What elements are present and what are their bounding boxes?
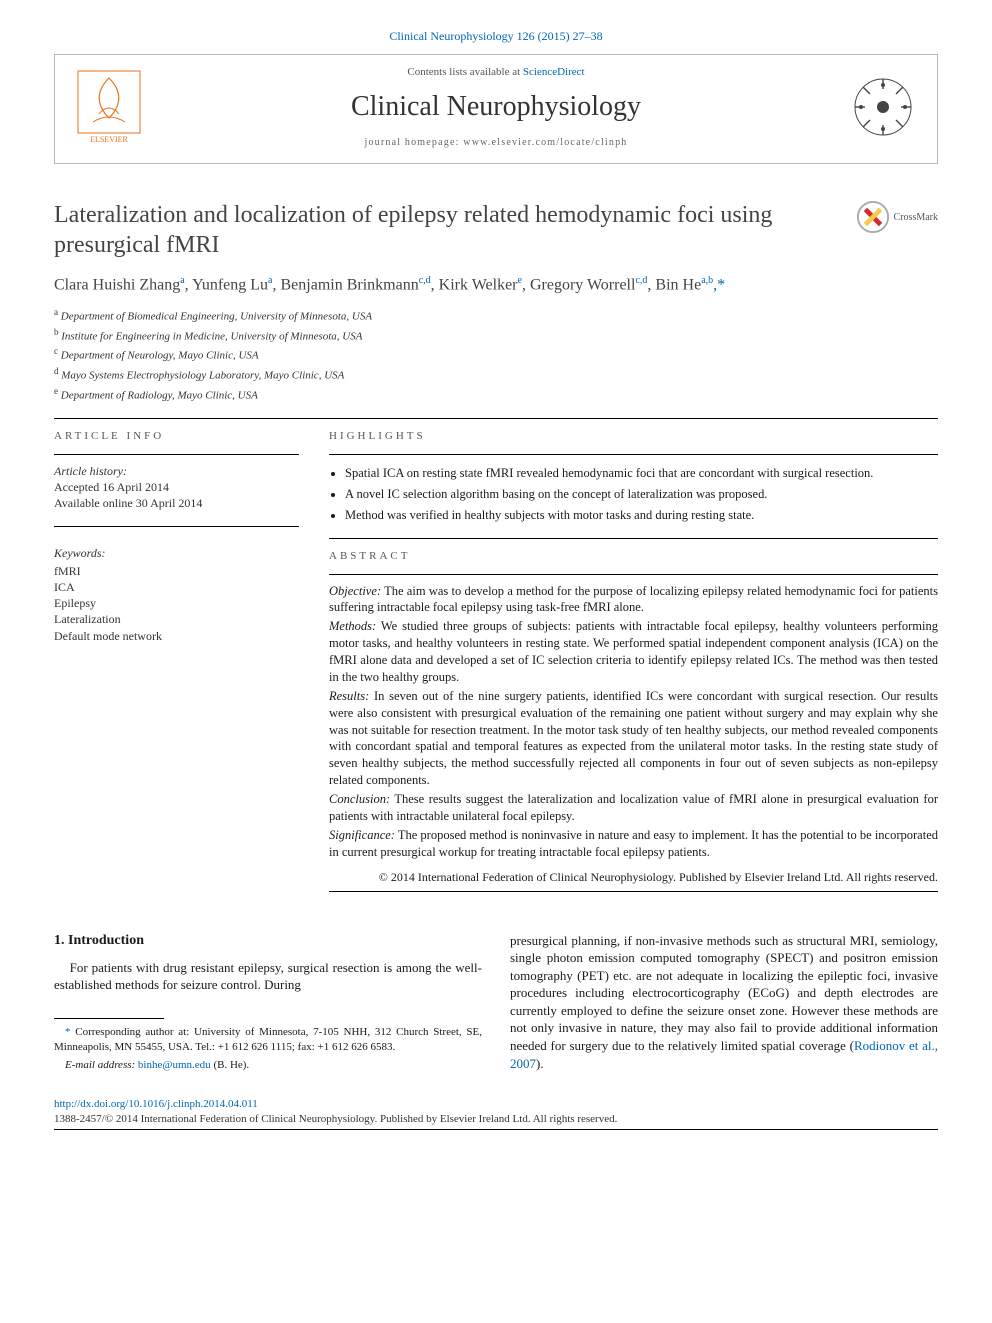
abstract-section: Methods: We studied three groups of subj… <box>329 618 938 686</box>
svg-text:ELSEVIER: ELSEVIER <box>90 135 128 144</box>
abstract-section: Conclusion: These results suggest the la… <box>329 791 938 825</box>
homepage-url: www.elsevier.com/locate/clinph <box>463 137 627 148</box>
abstract-section: Results: In seven out of the nine surger… <box>329 688 938 789</box>
section-rule-top <box>54 418 938 419</box>
publisher-logo-wrap: ELSEVIER <box>69 70 149 144</box>
intro-para-2: presurgical planning, if non-invasive me… <box>510 932 938 1072</box>
article-info-heading: ARTICLE INFO <box>54 429 299 444</box>
sciencedirect-link[interactable]: ScienceDirect <box>523 66 585 78</box>
keyword: Lateralization <box>54 611 299 627</box>
top-citation-link[interactable]: Clinical Neurophysiology 126 (2015) 27–3… <box>389 29 602 43</box>
journal-logo-icon <box>851 75 915 139</box>
history-label: Article history: <box>54 463 299 479</box>
keywords-list: fMRIICAEpilepsyLateralizationDefault mod… <box>54 563 299 644</box>
affiliation: e Department of Radiology, Mayo Clinic, … <box>54 385 938 405</box>
footnotes: * * Corresponding author at:Correspondin… <box>54 1025 482 1074</box>
affiliation: d Mayo Systems Electrophysiology Laborat… <box>54 365 938 385</box>
info-highlights-grid: ARTICLE INFO Article history: Accepted 1… <box>54 429 938 892</box>
accepted-date: Accepted 16 April 2014 <box>54 479 299 495</box>
body-columns: 1. Introduction For patients with drug r… <box>54 932 938 1078</box>
article-title: Lateralization and localization of epile… <box>54 200 856 260</box>
abstract-copyright: © 2014 International Federation of Clini… <box>329 869 938 885</box>
affiliation: a Department of Biomedical Engineering, … <box>54 306 938 326</box>
journal-banner: ELSEVIER Contents lists available at Sci… <box>54 54 938 164</box>
keywords-label: Keywords: <box>54 545 299 561</box>
article-info: ARTICLE INFO Article history: Accepted 1… <box>54 429 299 892</box>
doi-link[interactable]: http://dx.doi.org/10.1016/j.clinph.2014.… <box>54 1098 258 1110</box>
homepage-prefix: journal homepage: <box>364 137 463 148</box>
affiliation-list: a Department of Biomedical Engineering, … <box>54 306 938 404</box>
corr-text: * Corresponding author at:Corresponding … <box>54 1026 482 1053</box>
abstract-rule-top <box>329 538 938 539</box>
doi-line: http://dx.doi.org/10.1016/j.clinph.2014.… <box>54 1097 938 1112</box>
crossmark-icon <box>856 200 890 234</box>
author-list: Clara Huishi Zhanga, Yunfeng Lua, Benjam… <box>54 274 938 296</box>
highlight-item: Method was verified in healthy subjects … <box>345 507 938 524</box>
bottom-rule <box>54 1129 938 1130</box>
journal-homepage: journal homepage: www.elsevier.com/locat… <box>159 136 833 150</box>
corresponding-author: * * Corresponding author at:Correspondin… <box>54 1025 482 1055</box>
abstract-rule <box>329 574 938 575</box>
issn-line: 1388-2457/© 2014 International Federatio… <box>54 1112 938 1127</box>
banner-center: Contents lists available at ScienceDirec… <box>159 65 833 149</box>
abstract-section: Significance: The proposed method is non… <box>329 827 938 861</box>
email-label: E-mail address: <box>65 1059 135 1071</box>
contents-prefix: Contents lists available at <box>407 66 522 78</box>
crossmark-label: CrossMark <box>894 211 938 225</box>
footnote-rule <box>54 1018 164 1019</box>
keyword: ICA <box>54 579 299 595</box>
abstract-rule-bottom <box>329 891 938 892</box>
info-rule-2 <box>54 526 299 527</box>
highlight-item: Spatial ICA on resting state fMRI reveal… <box>345 465 938 482</box>
highlights-list: Spatial ICA on resting state fMRI reveal… <box>329 465 938 524</box>
right-column: HIGHLIGHTS Spatial ICA on resting state … <box>329 429 938 892</box>
abstract-heading: ABSTRACT <box>329 549 938 564</box>
affiliation: c Department of Neurology, Mayo Clinic, … <box>54 345 938 365</box>
crossmark-badge[interactable]: CrossMark <box>856 200 938 234</box>
top-citation: Clinical Neurophysiology 126 (2015) 27–3… <box>54 28 938 44</box>
info-rule <box>54 454 299 455</box>
abstract-body: Objective: The aim was to develop a meth… <box>329 583 938 861</box>
journal-logo-wrap <box>843 75 923 139</box>
email-suffix: (B. He). <box>213 1059 249 1071</box>
elsevier-logo-icon: ELSEVIER <box>77 70 141 144</box>
highlights-block: Spatial ICA on resting state fMRI reveal… <box>329 465 938 524</box>
keyword: Default mode network <box>54 628 299 644</box>
intro-heading: 1. Introduction <box>54 932 482 951</box>
corr-star-icon: * <box>65 1026 75 1038</box>
intro-para-1: For patients with drug resistant epileps… <box>54 959 482 994</box>
abstract-section: Objective: The aim was to develop a meth… <box>329 583 938 617</box>
highlights-heading: HIGHLIGHTS <box>329 429 938 444</box>
email-line: E-mail address: binhe@umn.edu (B. He). <box>54 1058 482 1073</box>
title-row: Lateralization and localization of epile… <box>54 200 938 260</box>
email-link[interactable]: binhe@umn.edu <box>138 1059 211 1071</box>
highlight-item: A novel IC selection algorithm basing on… <box>345 486 938 503</box>
contents-available: Contents lists available at ScienceDirec… <box>159 65 833 80</box>
highlights-rule <box>329 454 938 455</box>
keyword: Epilepsy <box>54 595 299 611</box>
online-date: Available online 30 April 2014 <box>54 495 299 511</box>
affiliation: b Institute for Engineering in Medicine,… <box>54 326 938 346</box>
keyword: fMRI <box>54 563 299 579</box>
journal-name: Clinical Neurophysiology <box>159 88 833 126</box>
